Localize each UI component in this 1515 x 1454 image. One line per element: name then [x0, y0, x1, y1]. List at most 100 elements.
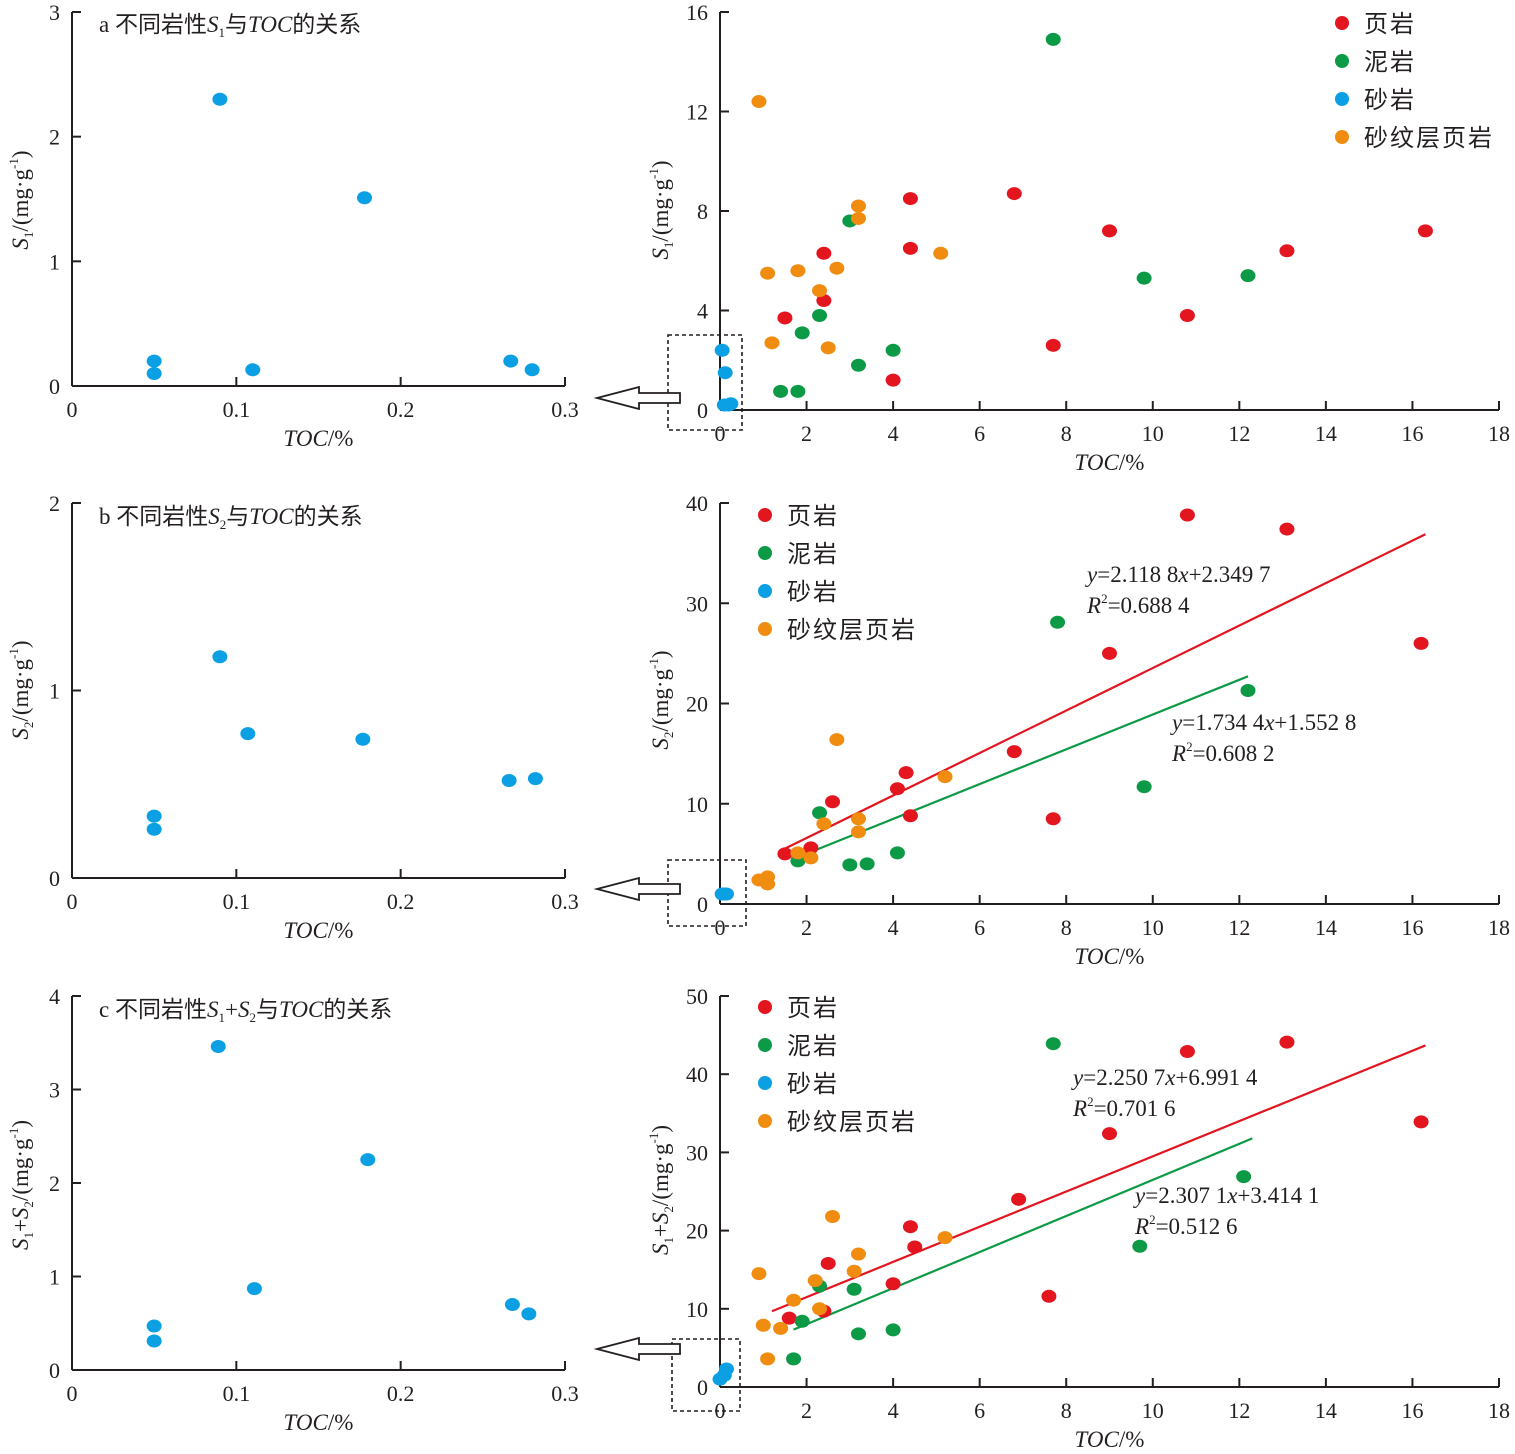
- data-point: [1045, 32, 1061, 46]
- fit-line: [784, 533, 1426, 850]
- legend-marker: [758, 546, 772, 560]
- chart-a: 0 0.1 0.2 0.3 0 1 2 3 TOC/% S1/(mg·g-1) a 不同岩性S1与T…: [6, 0, 579, 451]
- y-tick-label: 20: [686, 1219, 708, 1244]
- data-point: [760, 1352, 776, 1366]
- data-point: [360, 1153, 376, 1167]
- legend-label: 页岩: [787, 503, 839, 530]
- data-point: [146, 822, 162, 836]
- y-tick-label: 0: [697, 398, 708, 423]
- data-point: [937, 1231, 953, 1245]
- x-tick-label: 0.2: [387, 889, 415, 914]
- x-tick-label: 4: [888, 1398, 899, 1423]
- data-point: [1417, 224, 1433, 238]
- data-point: [937, 770, 953, 784]
- y-tick-label: 4: [49, 984, 60, 1009]
- data-point: [829, 733, 845, 747]
- y-tick-label: 3: [49, 1078, 60, 1103]
- y-axis-label: S1/(mg·g-1): [646, 160, 676, 259]
- legend-marker: [1335, 130, 1349, 144]
- legend-label: 砂纹层页岩: [787, 1109, 917, 1136]
- panel-title: c 不同岩性S1+S2与TOC的关系: [99, 997, 392, 1025]
- data-point: [210, 1039, 226, 1053]
- y-tick-label: 20: [686, 692, 708, 717]
- legend-marker: [1335, 54, 1349, 68]
- data-point: [898, 766, 914, 780]
- data-point: [902, 809, 918, 823]
- x-tick-label: 0: [715, 915, 726, 940]
- fit-r2: R2=0.512 6: [1134, 1212, 1238, 1239]
- data-point: [212, 650, 228, 664]
- y-axis-label: S1+S2/(mg·g-1): [646, 1125, 676, 1255]
- legend-marker: [758, 1076, 772, 1090]
- x-tick-label: 18: [1488, 1398, 1510, 1423]
- y-tick-label: 0: [49, 1358, 60, 1383]
- data-point: [1050, 615, 1066, 629]
- data-point: [1045, 338, 1061, 352]
- legend-label: 砂纹层页岩: [1364, 125, 1494, 152]
- data-point: [889, 846, 905, 860]
- data-point: [760, 877, 776, 891]
- data-point: [773, 1321, 789, 1335]
- data-point: [777, 311, 793, 325]
- data-point: [1179, 308, 1195, 322]
- legend-marker: [1335, 16, 1349, 30]
- data-point: [524, 363, 540, 377]
- legend-marker: [1335, 92, 1349, 106]
- data-point: [1011, 1192, 1027, 1206]
- fit-r2: R2=0.701 6: [1072, 1094, 1176, 1121]
- x-tick-label: 0: [715, 421, 726, 446]
- data-point: [527, 772, 543, 786]
- fit-r2: R2=0.688 4: [1086, 591, 1190, 618]
- data-point: [820, 1256, 836, 1270]
- data-point: [812, 806, 828, 820]
- x-tick-label: 8: [1061, 1398, 1072, 1423]
- fit-equation: y=2.307 1x+3.414 1: [1133, 1183, 1319, 1208]
- x-tick-label: 0: [715, 1398, 726, 1423]
- x-tick-label: 12: [1228, 915, 1250, 940]
- data-point: [1041, 1289, 1057, 1303]
- y-tick-label: 30: [686, 1140, 708, 1165]
- y-tick-label: 0: [49, 374, 60, 399]
- data-point: [786, 1352, 802, 1366]
- data-point: [1132, 1239, 1148, 1253]
- data-point: [1279, 244, 1295, 258]
- data-point: [503, 354, 519, 368]
- data-point: [1006, 187, 1022, 201]
- data-point: [718, 887, 734, 901]
- chart-b-right: 0 2 4 6 8 10 12 14 16 18 0 10 20 30 40 TOC/% S2/(mg·g-1)…: [646, 491, 1510, 969]
- y-tick-label: 8: [697, 199, 708, 224]
- chart-c: 0 0.1 0.2 0.3 0 1 2 3 4 TOC/% S1+S2/(mg·g-1) c 不同岩性…: [6, 984, 579, 1435]
- y-tick-label: 40: [686, 491, 708, 516]
- x-tick-label: 6: [974, 1398, 985, 1423]
- data-point: [764, 336, 780, 350]
- data-point: [825, 795, 841, 809]
- x-tick-label: 4: [888, 421, 899, 446]
- data-point: [902, 1220, 918, 1234]
- data-point: [885, 1323, 901, 1337]
- data-point: [1413, 636, 1429, 650]
- fit-equation: y=1.734 4x+1.552 8: [1170, 710, 1356, 735]
- x-tick-label: 16: [1401, 1398, 1423, 1423]
- data-point: [803, 851, 819, 865]
- x-tick-label: 10: [1142, 915, 1164, 940]
- data-point: [1279, 1035, 1295, 1049]
- x-axis-label: TOC/%: [284, 426, 354, 451]
- y-tick-label: 0: [49, 866, 60, 891]
- legend-label: 泥岩: [1364, 49, 1416, 76]
- x-tick-label: 6: [974, 421, 985, 446]
- data-point: [885, 373, 901, 387]
- x-tick-label: 0.2: [387, 397, 415, 422]
- chart-a-right: 0 2 4 6 8 10 12 14 16 18 0 4 8 12 16 TOC/% S1/(mg·g-1) 页岩…: [646, 0, 1510, 475]
- fit-line: [771, 1044, 1426, 1313]
- data-point: [1413, 1115, 1429, 1129]
- x-tick-label: 8: [1061, 421, 1072, 446]
- x-axis-label: TOC/%: [1075, 1427, 1145, 1452]
- x-tick-label: 0: [67, 397, 78, 422]
- x-tick-label: 0.1: [223, 889, 251, 914]
- x-tick-label: 0.1: [223, 1381, 251, 1406]
- data-point: [812, 1302, 828, 1316]
- data-point: [1136, 780, 1152, 794]
- x-tick-label: 18: [1488, 421, 1510, 446]
- x-tick-label: 14: [1315, 1398, 1337, 1423]
